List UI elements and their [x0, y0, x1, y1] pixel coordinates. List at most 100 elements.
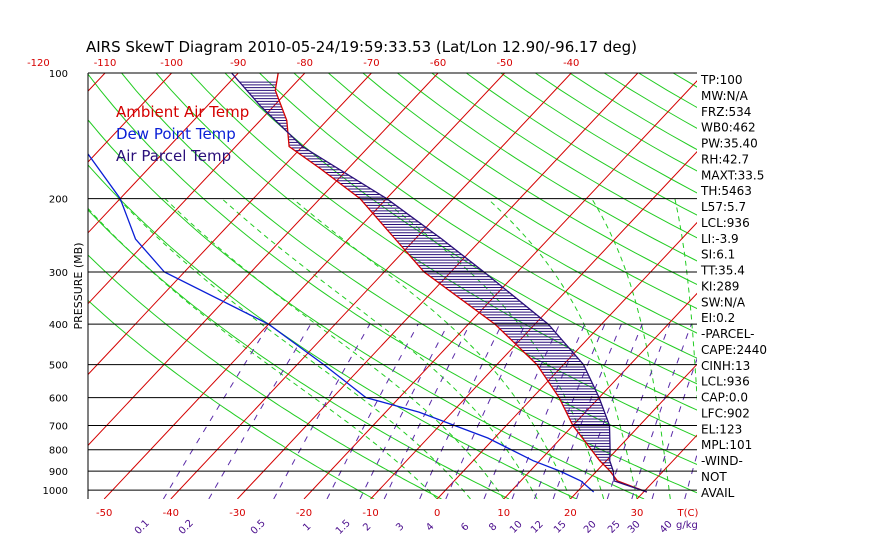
- mixing-ratio-tick-label: 0.2: [177, 518, 196, 537]
- pressure-tick-label: 500: [49, 361, 68, 372]
- dry-adiabat-line: [88, 209, 510, 499]
- parameter-label: CINH:13: [701, 359, 750, 373]
- isotherm-line: [170, 73, 572, 499]
- pressure-tick-label: 400: [49, 320, 68, 331]
- dry-adiabat-line: [224, 73, 697, 385]
- bottom-temp-tick-label: 10: [497, 508, 510, 519]
- mixing-ratio-unit-label: g/kg: [676, 520, 698, 531]
- parameter-label: FRZ:534: [701, 105, 751, 119]
- parameter-label: WB0:462: [701, 121, 756, 135]
- y-axis-label: PRESSURE (MB): [72, 243, 85, 330]
- dry-adiabat-line: [155, 73, 697, 438]
- dry-adiabat-line: [777, 73, 870, 499]
- mixing-ratio-tick-label: 15: [552, 519, 569, 536]
- mixing-ratio-tick-label: 25: [606, 519, 623, 536]
- dry-adiabat-line: [362, 73, 697, 286]
- bottom-temp-tick-label: -20: [296, 508, 312, 519]
- mixing-ratio-tick-label: 30: [626, 519, 643, 536]
- mixing-ratio-line: [359, 323, 449, 499]
- parameter-label: TT:35.4: [700, 264, 745, 278]
- isotherm-line: [770, 73, 870, 499]
- parameter-label: MPL:101: [701, 438, 752, 452]
- dry-adiabat-line: [328, 73, 697, 310]
- mixing-ratio-line: [208, 323, 312, 499]
- isotherm-line: [0, 73, 38, 499]
- mixing-ratio-tick-label: 0.1: [133, 518, 152, 537]
- pressure-tick-label: 900: [49, 467, 68, 478]
- isotherm-line: [237, 73, 639, 499]
- parameter-label: PW:35.40: [701, 137, 758, 151]
- mixing-ratio-line: [162, 323, 270, 499]
- dry-adiabat-line: [811, 73, 870, 499]
- moist-adiabat-line: [117, 198, 471, 499]
- parameter-label: -WIND-: [701, 454, 743, 468]
- isotherm-line: [370, 151, 697, 499]
- bottom-temp-tick-label: -50: [96, 508, 112, 519]
- mixing-ratio-tick-label: 40: [658, 519, 675, 536]
- mixing-ratio-tick-label: 0.5: [249, 518, 268, 537]
- ambient-air-temp-line: [274, 73, 648, 493]
- isotherm-line: [88, 73, 439, 447]
- top-temp-tick-label: -100: [160, 58, 183, 69]
- isotherm-line: [503, 292, 697, 499]
- pressure-tick-label: 700: [49, 422, 68, 433]
- isotherm-line: [303, 80, 697, 499]
- isotherm-line: [88, 73, 372, 376]
- moist-adiabat-line: [591, 198, 671, 499]
- legend-entry: Air Parcel Temp: [116, 147, 231, 165]
- parameter-label: MW:N/A: [701, 89, 749, 103]
- moist-adiabat-line: [292, 198, 571, 499]
- chart-title: AIRS SkewT Diagram 2010-05-24/19:59:33.5…: [86, 38, 637, 56]
- mixing-ratio-tick-label: 3: [394, 521, 406, 533]
- mixing-ratio-line: [326, 323, 419, 499]
- parameter-label: NOT: [701, 470, 727, 484]
- parameter-label: MAXT:33.5: [701, 168, 764, 182]
- dry-adiabat-line: [88, 299, 375, 499]
- bottom-temp-tick-label: 0: [434, 508, 440, 519]
- plot-area: [0, 73, 870, 499]
- mixing-ratio-tick-label: 6: [459, 521, 471, 533]
- mixing-ratio-tick-label: 10: [508, 519, 525, 536]
- moist-adiabat-line: [164, 198, 505, 499]
- parameter-label: LI:-3.9: [701, 232, 739, 246]
- parameter-label: LCL:936: [701, 216, 750, 230]
- parameter-label: KI:289: [701, 279, 739, 293]
- isotherm-line: [570, 363, 697, 499]
- parameter-label: CAPE:2440: [701, 343, 767, 357]
- parameter-label: TP:100: [700, 73, 743, 87]
- parameter-label: SI:6.1: [701, 248, 735, 262]
- mixing-ratio-line: [445, 323, 526, 499]
- mixing-ratio-line: [383, 323, 471, 499]
- legend-entry: Ambient Air Temp: [116, 103, 249, 121]
- dry-adiabat-line: [259, 73, 697, 359]
- parameter-label: LCL:936: [701, 375, 750, 389]
- parameter-label: RH:42.7: [701, 152, 749, 166]
- mixing-ratio-tick-label: 1: [301, 521, 313, 533]
- top-temp-tick-label: -80: [297, 58, 313, 69]
- parameter-label: SW:N/A: [701, 295, 746, 309]
- parameter-label: TH:5463: [700, 184, 752, 198]
- pressure-tick-label: 1000: [43, 486, 68, 497]
- bottom-temp-tick-label: -10: [362, 508, 378, 519]
- legend-entry: Dew Point Temp: [116, 125, 236, 143]
- isotherm-line: [88, 73, 239, 234]
- parameter-label: LFC:902: [701, 406, 750, 420]
- dry-adiabat-line: [397, 73, 697, 262]
- isotherm-line: [88, 73, 306, 305]
- dry-adiabat-line: [88, 164, 577, 499]
- mixing-ratio-tick-label: 12: [529, 519, 546, 536]
- isotherm-line: [103, 73, 506, 499]
- pressure-tick-label: 600: [49, 394, 68, 405]
- mixing-ratio-line: [651, 357, 697, 499]
- temp-unit-label: T(C): [677, 508, 699, 519]
- pressure-tick-label: 200: [49, 195, 68, 206]
- bottom-temp-tick-label: -30: [229, 508, 245, 519]
- dry-adiabat-line: [293, 73, 697, 334]
- mixing-ratio-line: [606, 324, 671, 499]
- top-temp-tick-label: -120: [27, 58, 50, 69]
- mixing-ratio-tick-label: 8: [487, 521, 499, 533]
- parameter-label: CAP:0.0: [701, 391, 748, 405]
- moist-adiabat-line: [88, 207, 438, 499]
- top-temp-tick-label: -70: [363, 58, 379, 69]
